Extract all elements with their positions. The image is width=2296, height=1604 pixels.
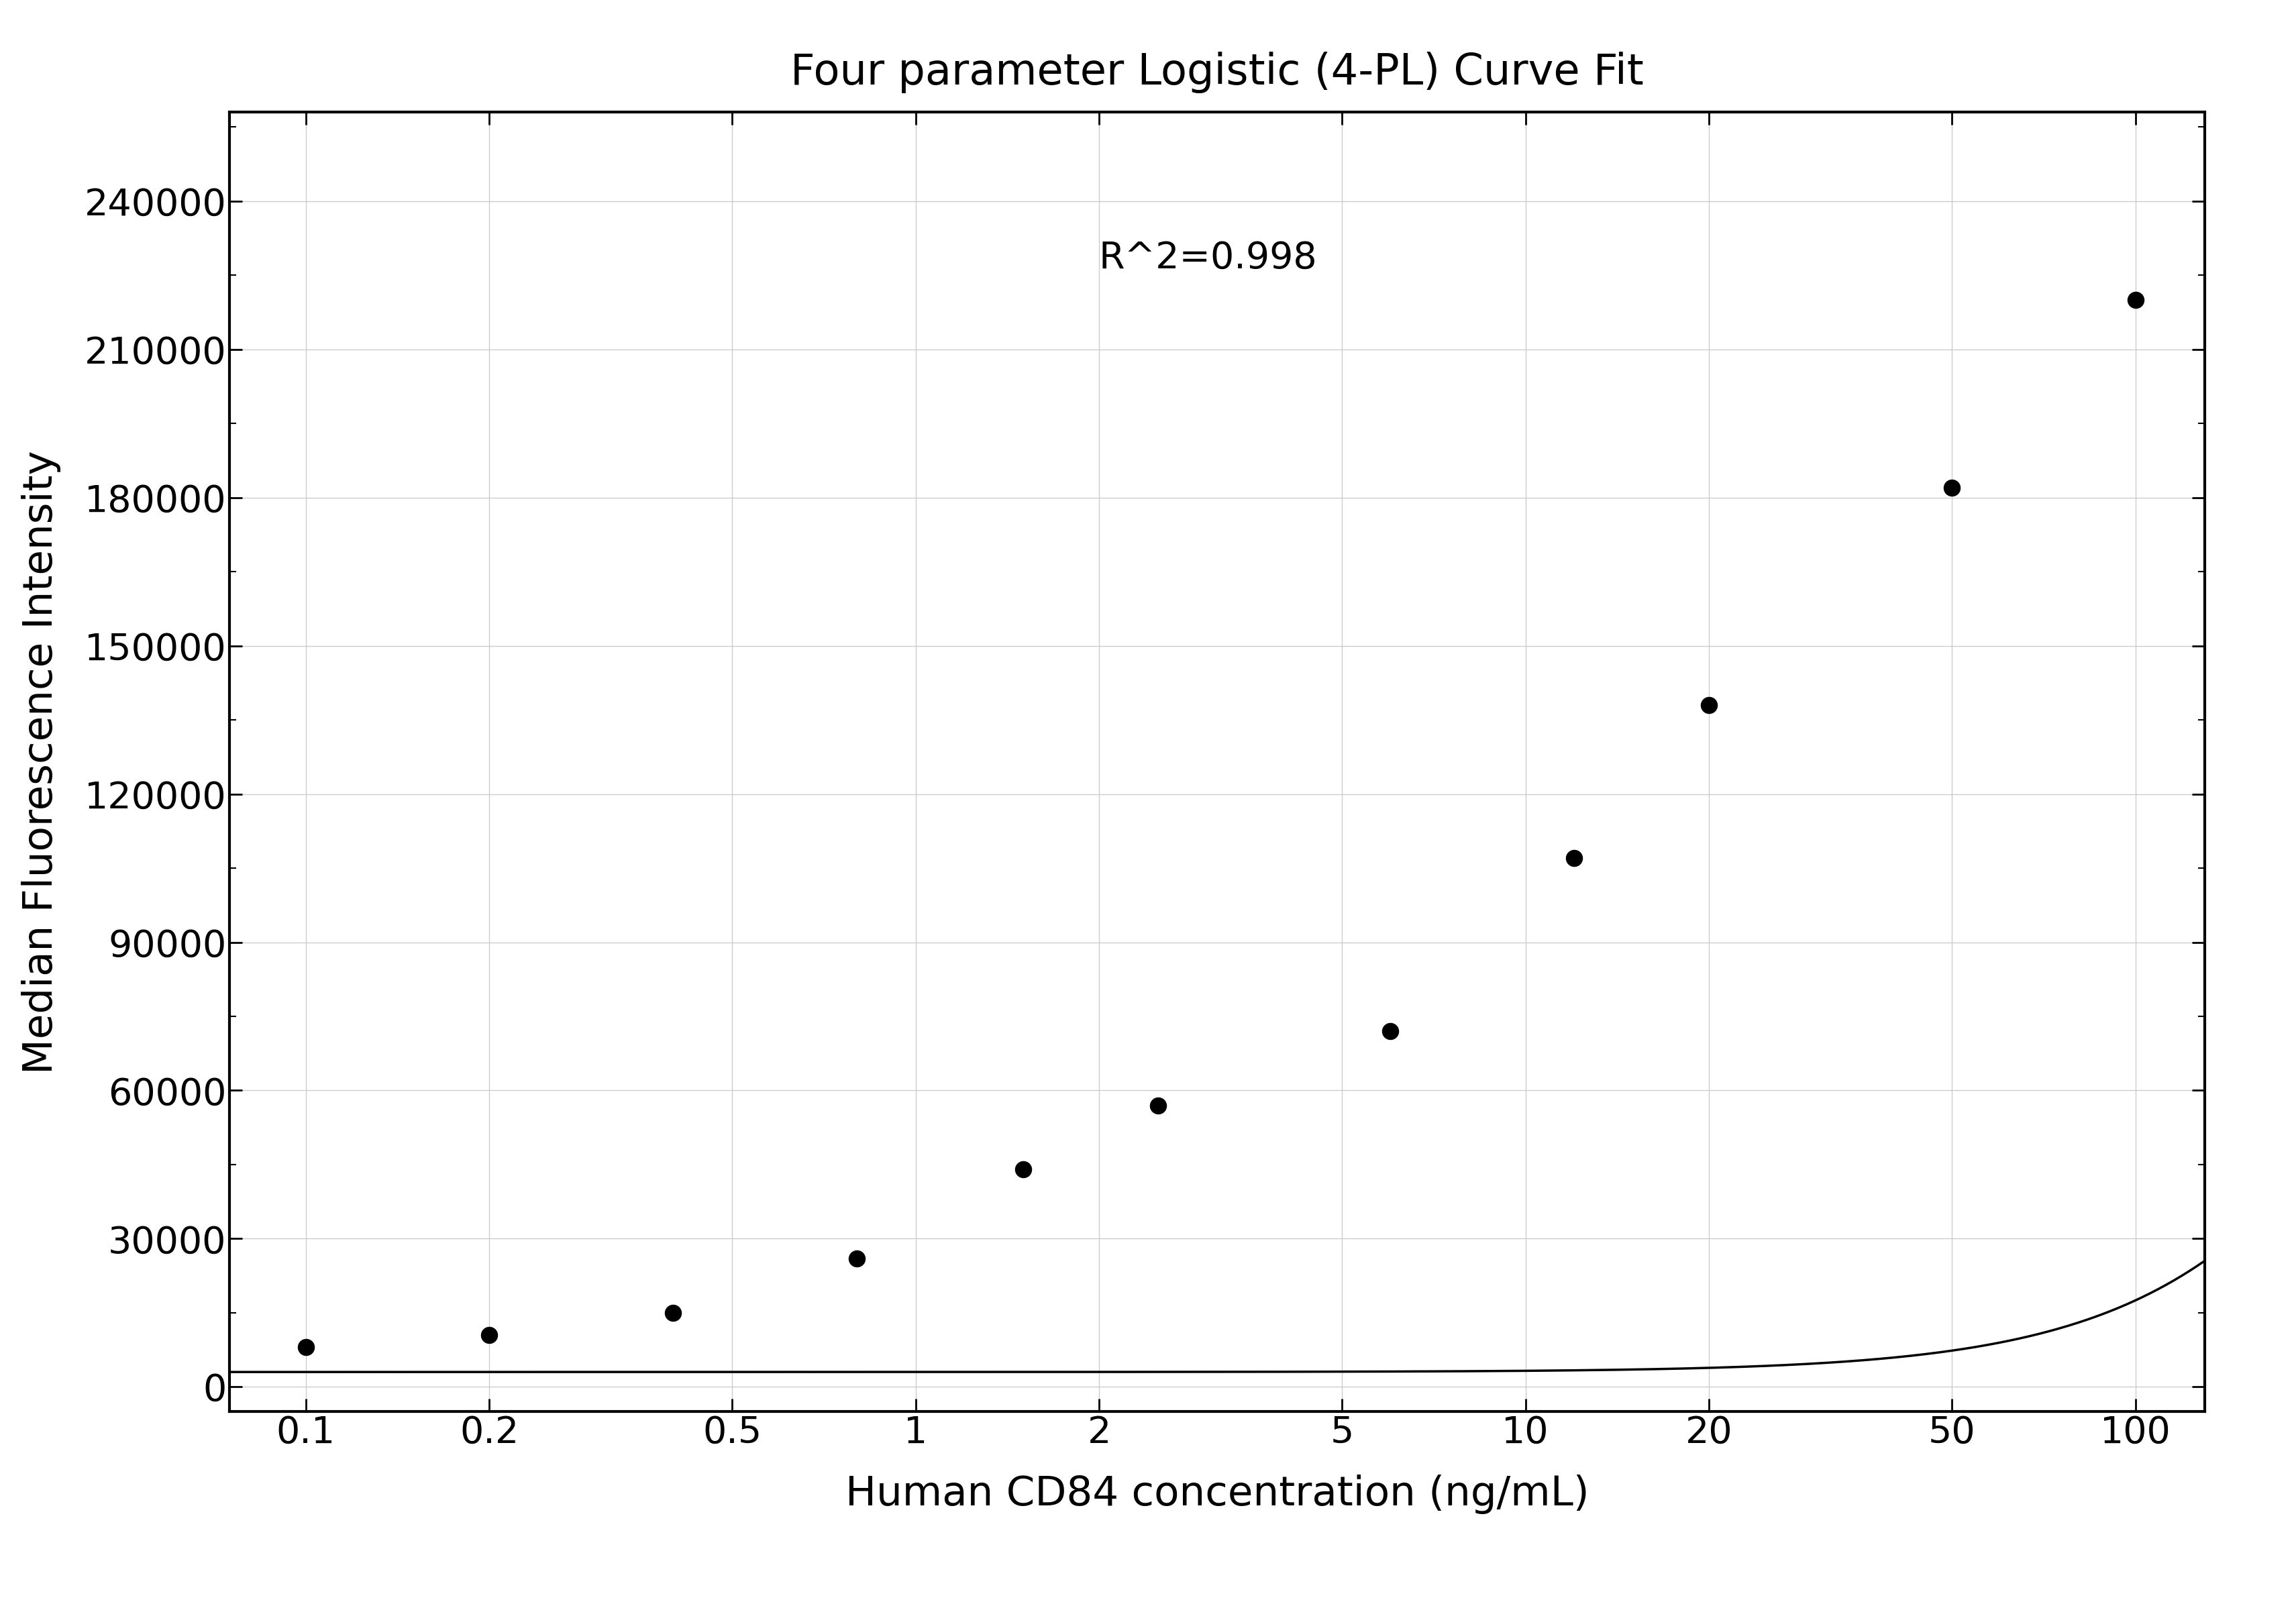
Point <box>287 1335 324 1360</box>
Point <box>654 1299 691 1325</box>
Point <box>838 1246 875 1272</box>
Text: R^2=0.998: R^2=0.998 <box>1097 241 1318 276</box>
Point <box>1003 1156 1040 1182</box>
Point <box>1139 1092 1176 1118</box>
Point <box>2117 287 2154 313</box>
X-axis label: Human CD84 concentration (ng/mL): Human CD84 concentration (ng/mL) <box>845 1474 1589 1514</box>
Point <box>1933 475 1970 500</box>
Y-axis label: Median Fluorescence Intensity: Median Fluorescence Intensity <box>21 451 62 1073</box>
Point <box>471 1322 507 1347</box>
Point <box>1690 693 1727 719</box>
Point <box>1371 1019 1407 1044</box>
Point <box>1554 845 1591 871</box>
Title: Four parameter Logistic (4-PL) Curve Fit: Four parameter Logistic (4-PL) Curve Fit <box>790 51 1644 93</box>
